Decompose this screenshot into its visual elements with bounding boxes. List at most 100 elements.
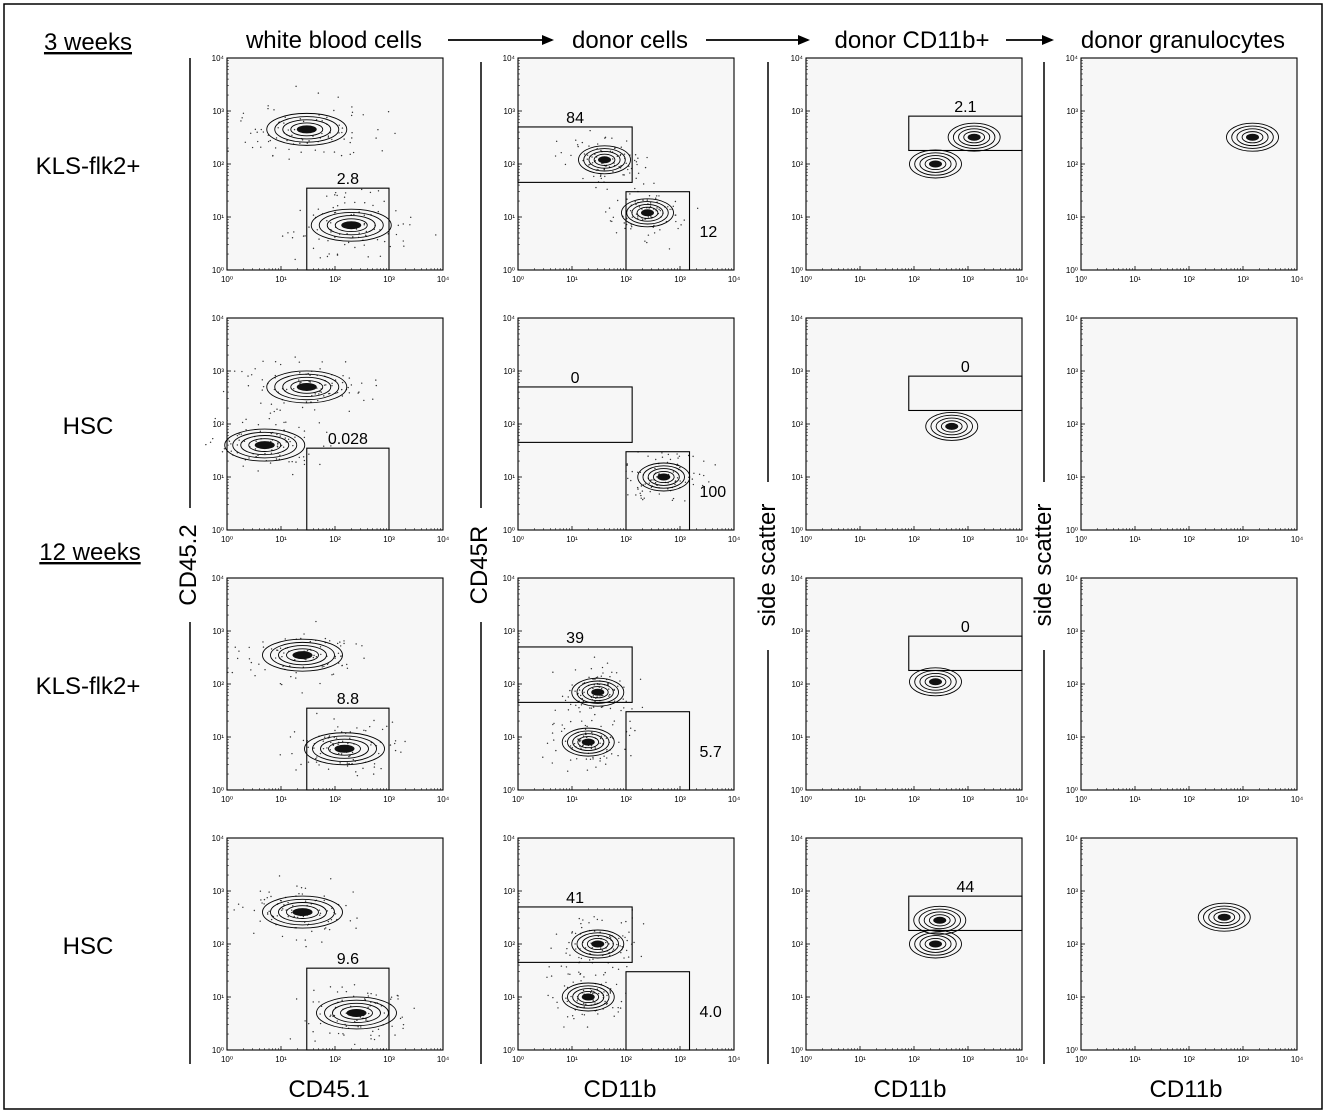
event-dot [354,201,356,204]
event-dot [274,147,277,149]
event-dot [584,728,587,730]
contour-line [576,680,620,704]
event-dot [599,737,602,740]
event-dot [596,918,599,921]
event-dot [334,657,336,659]
x-tick-label: 10³ [674,1055,686,1064]
population-cluster [279,712,406,777]
event-dot [326,747,328,749]
gate-box [306,187,390,271]
event-dot [569,954,571,956]
event-dot [343,196,346,198]
contour-line [572,733,605,751]
event-dot [261,379,264,381]
contour-line [914,152,957,176]
event-dot [592,958,594,960]
event-dot [642,923,645,925]
event-dot [264,452,266,455]
event-dot [327,136,330,138]
event-dot [612,724,614,726]
event-dot [383,200,385,203]
event-dot [337,652,340,654]
event-dot [609,992,612,994]
event-dot [300,763,302,766]
event-dot [321,132,323,135]
event-dot [569,689,571,692]
event-dot [654,482,657,484]
event-dot [363,214,366,216]
event-dot [273,410,275,413]
plot-frame [1080,837,1298,1051]
event-dot [238,439,240,441]
event-dot [605,981,607,984]
event-dot [334,913,337,915]
event-dot [714,464,716,466]
x-tick-label: 10³ [674,795,686,804]
contour-line [561,727,615,757]
event-dot [255,440,257,442]
event-dot [283,652,285,654]
event-dot [261,902,263,904]
event-dot [564,163,567,166]
event-dot [329,1015,331,1018]
event-dot [647,455,649,457]
event-dot [372,1030,374,1033]
event-dot [555,933,558,935]
y-tick-label: 10⁰ [791,526,803,535]
contour-line [1213,911,1236,924]
y-tick-label: 10¹ [791,473,803,482]
event-dot [269,462,272,464]
event-dot [243,440,246,442]
contour-line [248,438,282,452]
event-dot [317,399,319,402]
event-dot [300,381,302,384]
event-dot [338,132,340,134]
event-dot [375,994,377,996]
event-dot [343,1034,345,1036]
event-dot [641,219,644,221]
event-dot [331,674,333,676]
event-dot [658,493,660,495]
population-cluster [542,719,636,772]
event-dot [315,757,317,760]
event-dot [611,220,613,223]
population-cluster [1226,122,1279,152]
event-dot [600,947,602,949]
event-dot [368,1012,370,1015]
event-dot [283,421,285,424]
event-dot [573,1017,575,1020]
event-dot [214,417,216,420]
event-dot [601,949,604,951]
column-title-donor-cd11b: donor CD11b+ [835,27,990,54]
event-dot [328,735,331,737]
event-dot [581,720,583,722]
event-dot [322,445,325,447]
event-dot [400,751,402,753]
event-dot [667,453,670,456]
y-tick-label: 10¹ [503,473,515,482]
event-dot [334,655,337,658]
x-axis-label-cd11b-2: CD11b [874,1076,947,1103]
event-dot [389,744,392,746]
event-dot [609,707,612,710]
event-dot [360,1026,362,1028]
event-dot [644,240,646,242]
y-tick-label: 10⁴ [791,314,804,323]
event-dot [276,433,278,436]
event-dot [351,751,354,754]
event-dot [553,739,555,741]
event-dot [679,480,681,482]
event-dot [573,742,576,745]
event-dot [263,903,265,905]
contour-line [571,929,625,959]
y-axis-label-side-scatter-1: side scatter [754,504,781,627]
event-dot [399,1017,402,1020]
event-dot [600,706,603,709]
event-dot [291,237,294,239]
event-dot [609,220,612,222]
